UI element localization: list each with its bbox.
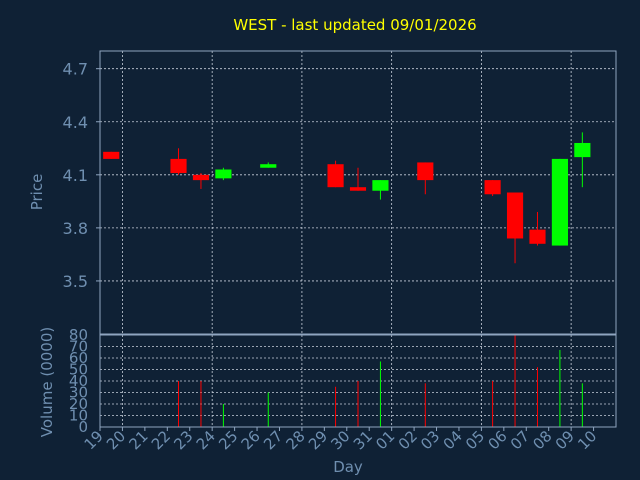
volume-tick-label: 70 [69, 338, 88, 356]
candle-body [349, 187, 367, 191]
candle-body [103, 151, 120, 159]
candle-body [417, 162, 434, 181]
volume-tick-label: 50 [69, 361, 88, 379]
candle [215, 167, 232, 181]
price-grid [100, 51, 616, 334]
candle-body [260, 164, 277, 168]
price-plot-frame [99, 50, 617, 335]
volume-tick-label: 10 [69, 407, 88, 425]
day-axis-label: Day [333, 458, 363, 476]
volume-tick-label: 40 [69, 372, 88, 390]
candle [349, 167, 367, 191]
price-tick-label: 4.1 [63, 166, 88, 185]
candle [417, 162, 434, 195]
candle [260, 162, 277, 168]
candle-body [327, 164, 344, 188]
volume-tick-label: 30 [69, 384, 88, 402]
candle [484, 180, 501, 197]
candle-body [372, 180, 389, 191]
candle [529, 211, 546, 246]
candle [574, 132, 591, 188]
volume-tick-label: 80 [69, 326, 88, 344]
price-tick-labels: 3.5 3.8 4.1 4.4 4.7 [63, 60, 100, 291]
chart-title: WEST - last updated 09/01/2026 [233, 16, 476, 34]
volume-axis-label: Volume (0000) [38, 327, 56, 437]
candle-body [192, 174, 210, 181]
candle-body [506, 192, 524, 239]
volume-tick-label: 0 [78, 418, 88, 436]
volume-bars [178, 335, 583, 427]
day-tick-labels: 1920212223242526272829303101020304050607… [81, 427, 600, 453]
candle-body [529, 229, 546, 244]
candle [192, 173, 210, 189]
candle [372, 180, 389, 200]
candle-body [170, 158, 187, 174]
candle [103, 151, 120, 159]
volume-tick-label: 20 [69, 395, 88, 413]
candle-body [484, 180, 501, 195]
candle-body [574, 142, 591, 158]
price-axis-label: Price [28, 174, 46, 211]
candle-body [215, 169, 232, 179]
candle-body [551, 158, 568, 246]
price-tick-label: 4.4 [63, 113, 88, 132]
candle [327, 160, 344, 188]
price-tick-label: 4.7 [63, 60, 88, 79]
volume-plot-frame [99, 334, 617, 428]
candle [551, 158, 568, 246]
price-candles [103, 132, 591, 264]
candle [506, 192, 524, 264]
candle [170, 148, 187, 175]
volume-tick-label: 60 [69, 349, 88, 367]
price-tick-label: 3.8 [63, 219, 88, 238]
price-tick-label: 3.5 [63, 272, 88, 291]
